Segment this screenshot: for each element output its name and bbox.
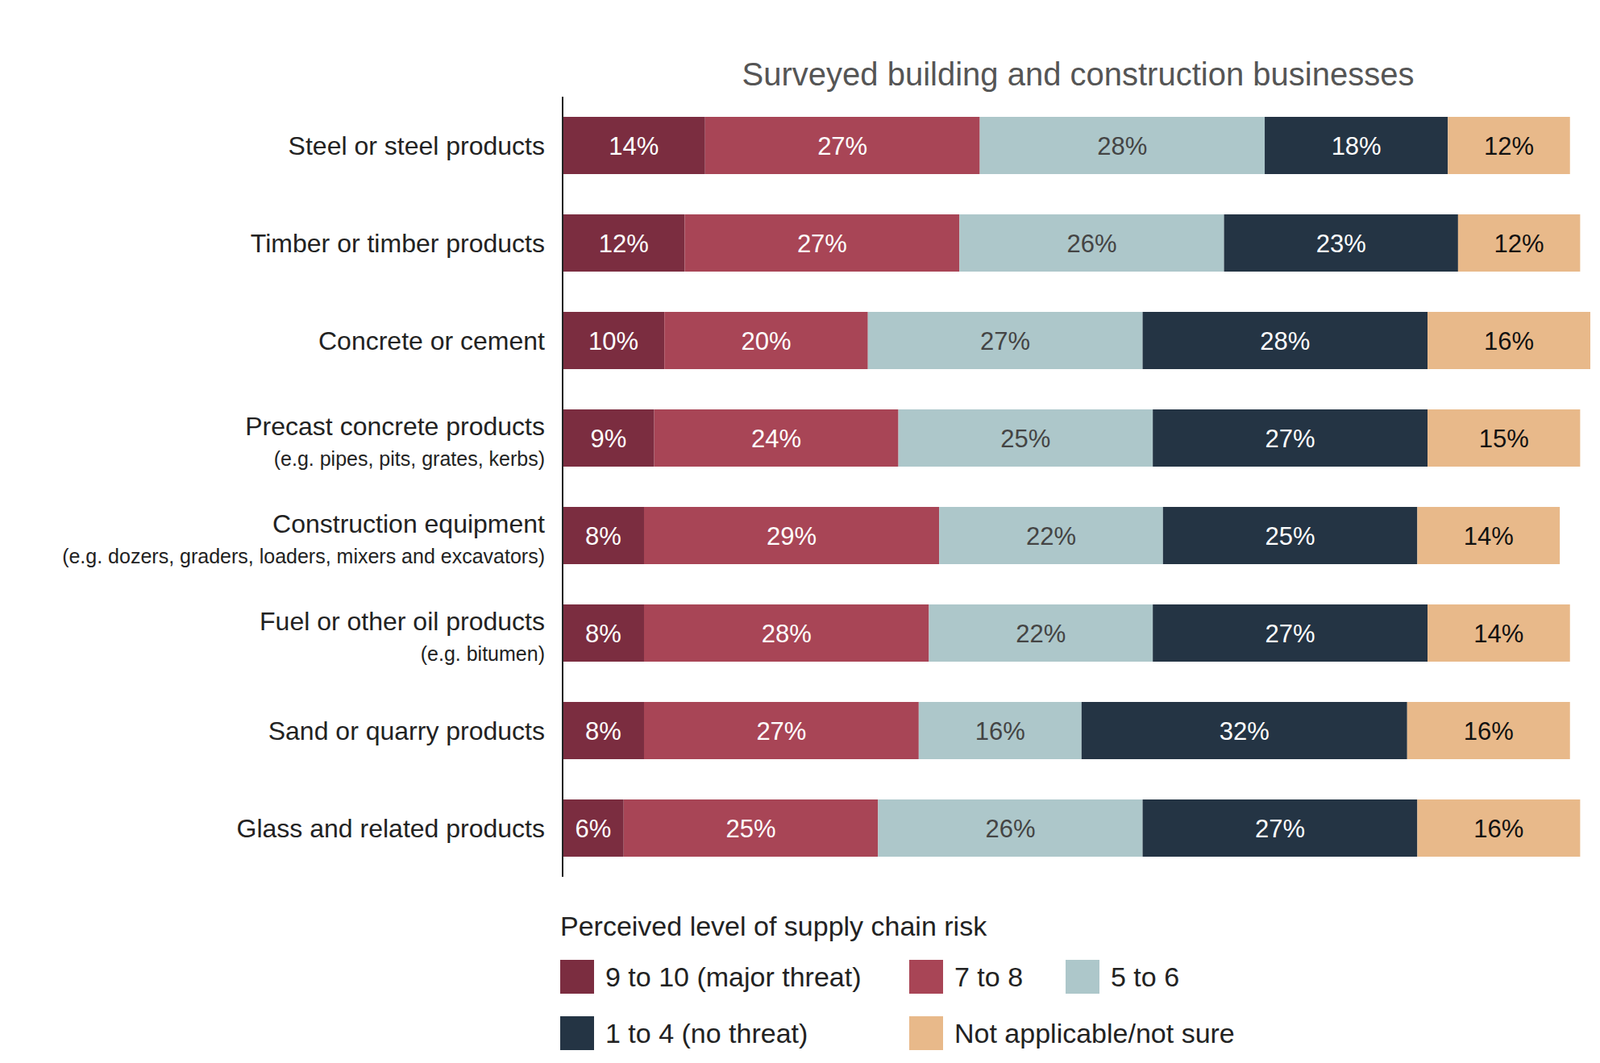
- svg-text:Concrete or cement: Concrete or cement: [318, 326, 545, 356]
- svg-text:Construction equipment: Construction equipment: [272, 509, 545, 539]
- svg-text:12%: 12%: [1494, 229, 1545, 258]
- svg-text:23%: 23%: [1316, 229, 1367, 258]
- svg-text:25%: 25%: [726, 814, 777, 844]
- html-text:9 to 10 (major threat): 9 to 10 (major threat): [605, 961, 862, 992]
- svg-text:14%: 14%: [1463, 522, 1514, 551]
- svg-text:16%: 16%: [1473, 814, 1524, 844]
- svg-text:8%: 8%: [585, 522, 622, 551]
- svg-text:(e.g. bitumen): (e.g. bitumen): [420, 642, 545, 665]
- html-text:Not applicable/not sure: Not applicable/not sure: [954, 1017, 1235, 1049]
- svg-text:Sand or quarry products: Sand or quarry products: [268, 716, 545, 746]
- svg-text:15%: 15%: [1479, 424, 1530, 453]
- svg-text:20%: 20%: [740, 327, 791, 356]
- svg-text:6%: 6%: [574, 814, 611, 844]
- svg-text:(e.g. dozers, graders, loaders: (e.g. dozers, graders, loaders, mixers a…: [62, 544, 545, 568]
- svg-text:27%: 27%: [1255, 814, 1305, 844]
- svg-text:Fuel or other oil products: Fuel or other oil products: [259, 606, 545, 636]
- svg-text:9%: 9%: [590, 424, 627, 453]
- svg-text:12%: 12%: [598, 229, 649, 258]
- svg-text:27%: 27%: [817, 132, 868, 161]
- svg-text:26%: 26%: [1066, 229, 1117, 258]
- svg-text:27%: 27%: [980, 327, 1031, 356]
- svg-text:(e.g. pipes, pits, grates, ker: (e.g. pipes, pits, grates, kerbs): [274, 447, 545, 470]
- svg-text:8%: 8%: [585, 717, 622, 746]
- svg-text:22%: 22%: [1026, 522, 1077, 551]
- html-text:1 to 4 (no threat): 1 to 4 (no threat): [605, 1017, 808, 1049]
- svg-text:Steel or steel products: Steel or steel products: [288, 131, 545, 161]
- svg-text:14%: 14%: [608, 132, 659, 161]
- svg-text:16%: 16%: [1483, 327, 1534, 356]
- svg-text:Precast concrete products: Precast concrete products: [245, 411, 545, 441]
- svg-text:22%: 22%: [1015, 619, 1066, 649]
- svg-text:24%: 24%: [751, 424, 802, 453]
- svg-text:26%: 26%: [984, 814, 1035, 844]
- svg-text:Timber or timber products: Timber or timber products: [250, 228, 545, 258]
- svg-text:29%: 29%: [766, 522, 817, 551]
- svg-text:18%: 18%: [1331, 132, 1382, 161]
- html-text:Perceived level of supply chai: Perceived level of supply chain risk: [560, 910, 987, 942]
- svg-text:25%: 25%: [1265, 522, 1316, 551]
- svg-text:28%: 28%: [761, 619, 812, 649]
- svg-text:27%: 27%: [1265, 619, 1316, 649]
- svg-text:8%: 8%: [585, 619, 622, 649]
- html-text:Surveyed building and construc: Surveyed building and construction busin…: [742, 56, 1415, 92]
- svg-text:16%: 16%: [1463, 717, 1514, 746]
- svg-text:32%: 32%: [1219, 717, 1270, 746]
- svg-text:12%: 12%: [1483, 132, 1534, 161]
- svg-text:14%: 14%: [1473, 619, 1524, 649]
- svg-text:Glass and related products: Glass and related products: [236, 814, 545, 844]
- svg-text:27%: 27%: [1265, 424, 1316, 453]
- svg-text:27%: 27%: [797, 229, 848, 258]
- html-text:7 to 8: 7 to 8: [954, 961, 1023, 992]
- svg-text:27%: 27%: [756, 717, 807, 746]
- svg-text:16%: 16%: [975, 717, 1026, 746]
- svg-text:25%: 25%: [1000, 424, 1051, 453]
- svg-text:10%: 10%: [588, 327, 639, 356]
- html-text:5 to 6: 5 to 6: [1110, 961, 1180, 992]
- svg-text:28%: 28%: [1097, 132, 1148, 161]
- svg-text:28%: 28%: [1259, 327, 1310, 356]
